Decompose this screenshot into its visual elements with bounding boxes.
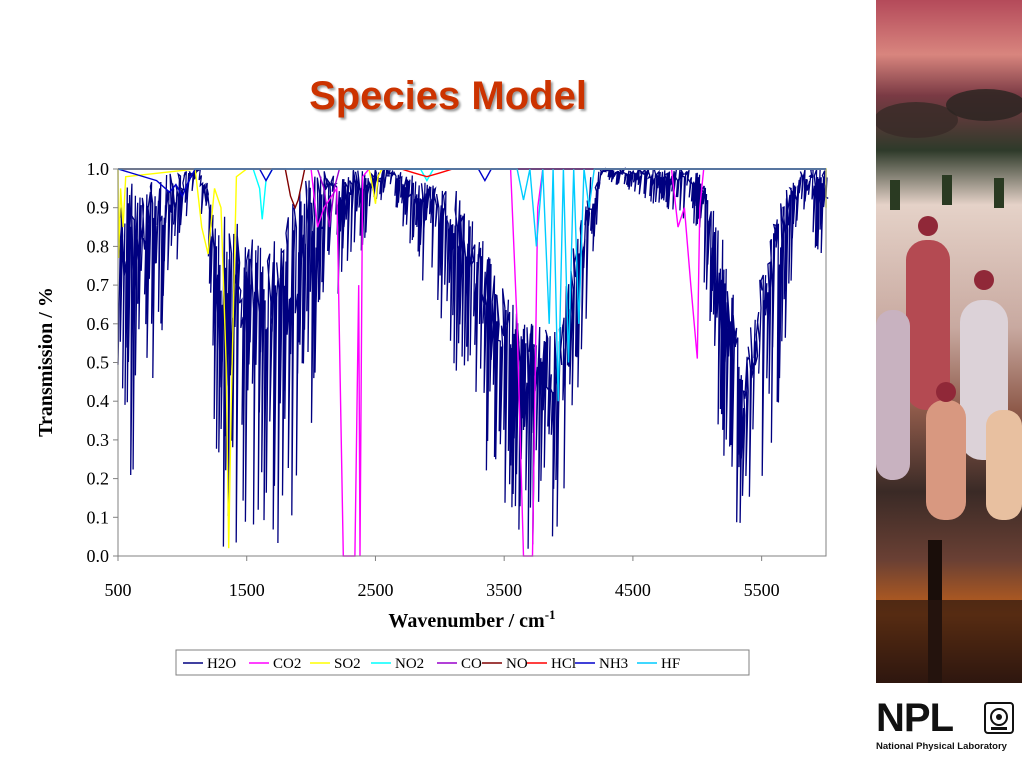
series-line-hcl [118,168,826,178]
crest-icon [984,702,1014,734]
y-tick-label: 0.8 [87,236,110,256]
legend-label: NO [506,656,528,672]
x-axis-label-text: Wavenumber / cm [388,610,545,632]
legend-label: NO2 [395,656,424,672]
legend-label: CO [461,656,482,672]
slide-title: Species Model [309,74,587,118]
y-tick-label: 0.0 [87,546,110,566]
legend-label: NH3 [599,656,628,672]
y-tick-label: 0.7 [87,275,110,295]
spectrum-chart: 0.0 0.1 0.2 0.3 0.4 0.5 0.6 0.7 0.8 0.9 1.0 500 150… [35,159,829,676]
legend-label: HF [661,656,680,672]
legend-label: HCl [551,656,576,672]
x-axis-label: Wavenumber / cm-1 [388,607,555,632]
gas-cylinders-photo [876,0,1022,683]
legend-label: H2O [207,656,236,672]
gas-cylinders-photo-icon [876,89,1022,683]
npl-wordmark: NPL [876,696,954,740]
legend-label: SO2 [334,656,361,672]
series-line-no [118,168,826,210]
y-tick-label: 0.9 [87,198,110,218]
legend: H2O CO2 SO2 NO2 CO NO HCl NH3 HF [183,656,680,672]
x-tick-label: 3500 [486,580,522,600]
x-tick-label: 500 [105,580,132,600]
series-line-so2 [117,168,827,549]
y-tick-label: 0.1 [87,507,110,527]
x-tick-label: 5500 [744,580,780,600]
x-tick-label: 4500 [615,580,651,600]
y-tick-label: 0.5 [87,353,110,373]
legend-label: CO2 [273,656,301,672]
y-tick-label: 0.3 [87,430,110,450]
series-line-hf [118,168,826,402]
x-axis: 500 1500 2500 3500 4500 5500 [105,556,780,600]
y-tick-label: 0.2 [87,469,110,489]
y-tick-label: 0.4 [87,391,110,411]
npl-subtitle: National Physical Laboratory [876,741,1007,752]
npl-logo: NPL National Physical Laboratory [876,696,1022,756]
x-axis-label-superscript: -1 [545,607,556,622]
legend-box [175,649,750,676]
series-line-nh3 [117,168,826,198]
y-axis-label: Transmission / % [35,287,57,437]
series-line-co2 [118,168,826,557]
series-line-no2 [118,168,826,220]
plot-lines [117,167,829,557]
series-line-h2o [117,167,829,549]
y-axis: 0.0 0.1 0.2 0.3 0.4 0.5 0.6 0.7 0.8 0.9 1.0 [87,159,118,566]
x-tick-label: 2500 [357,580,393,600]
x-tick-label: 1500 [229,580,265,600]
y-tick-label: 0.6 [87,314,110,334]
y-tick-label: 1.0 [87,159,110,179]
